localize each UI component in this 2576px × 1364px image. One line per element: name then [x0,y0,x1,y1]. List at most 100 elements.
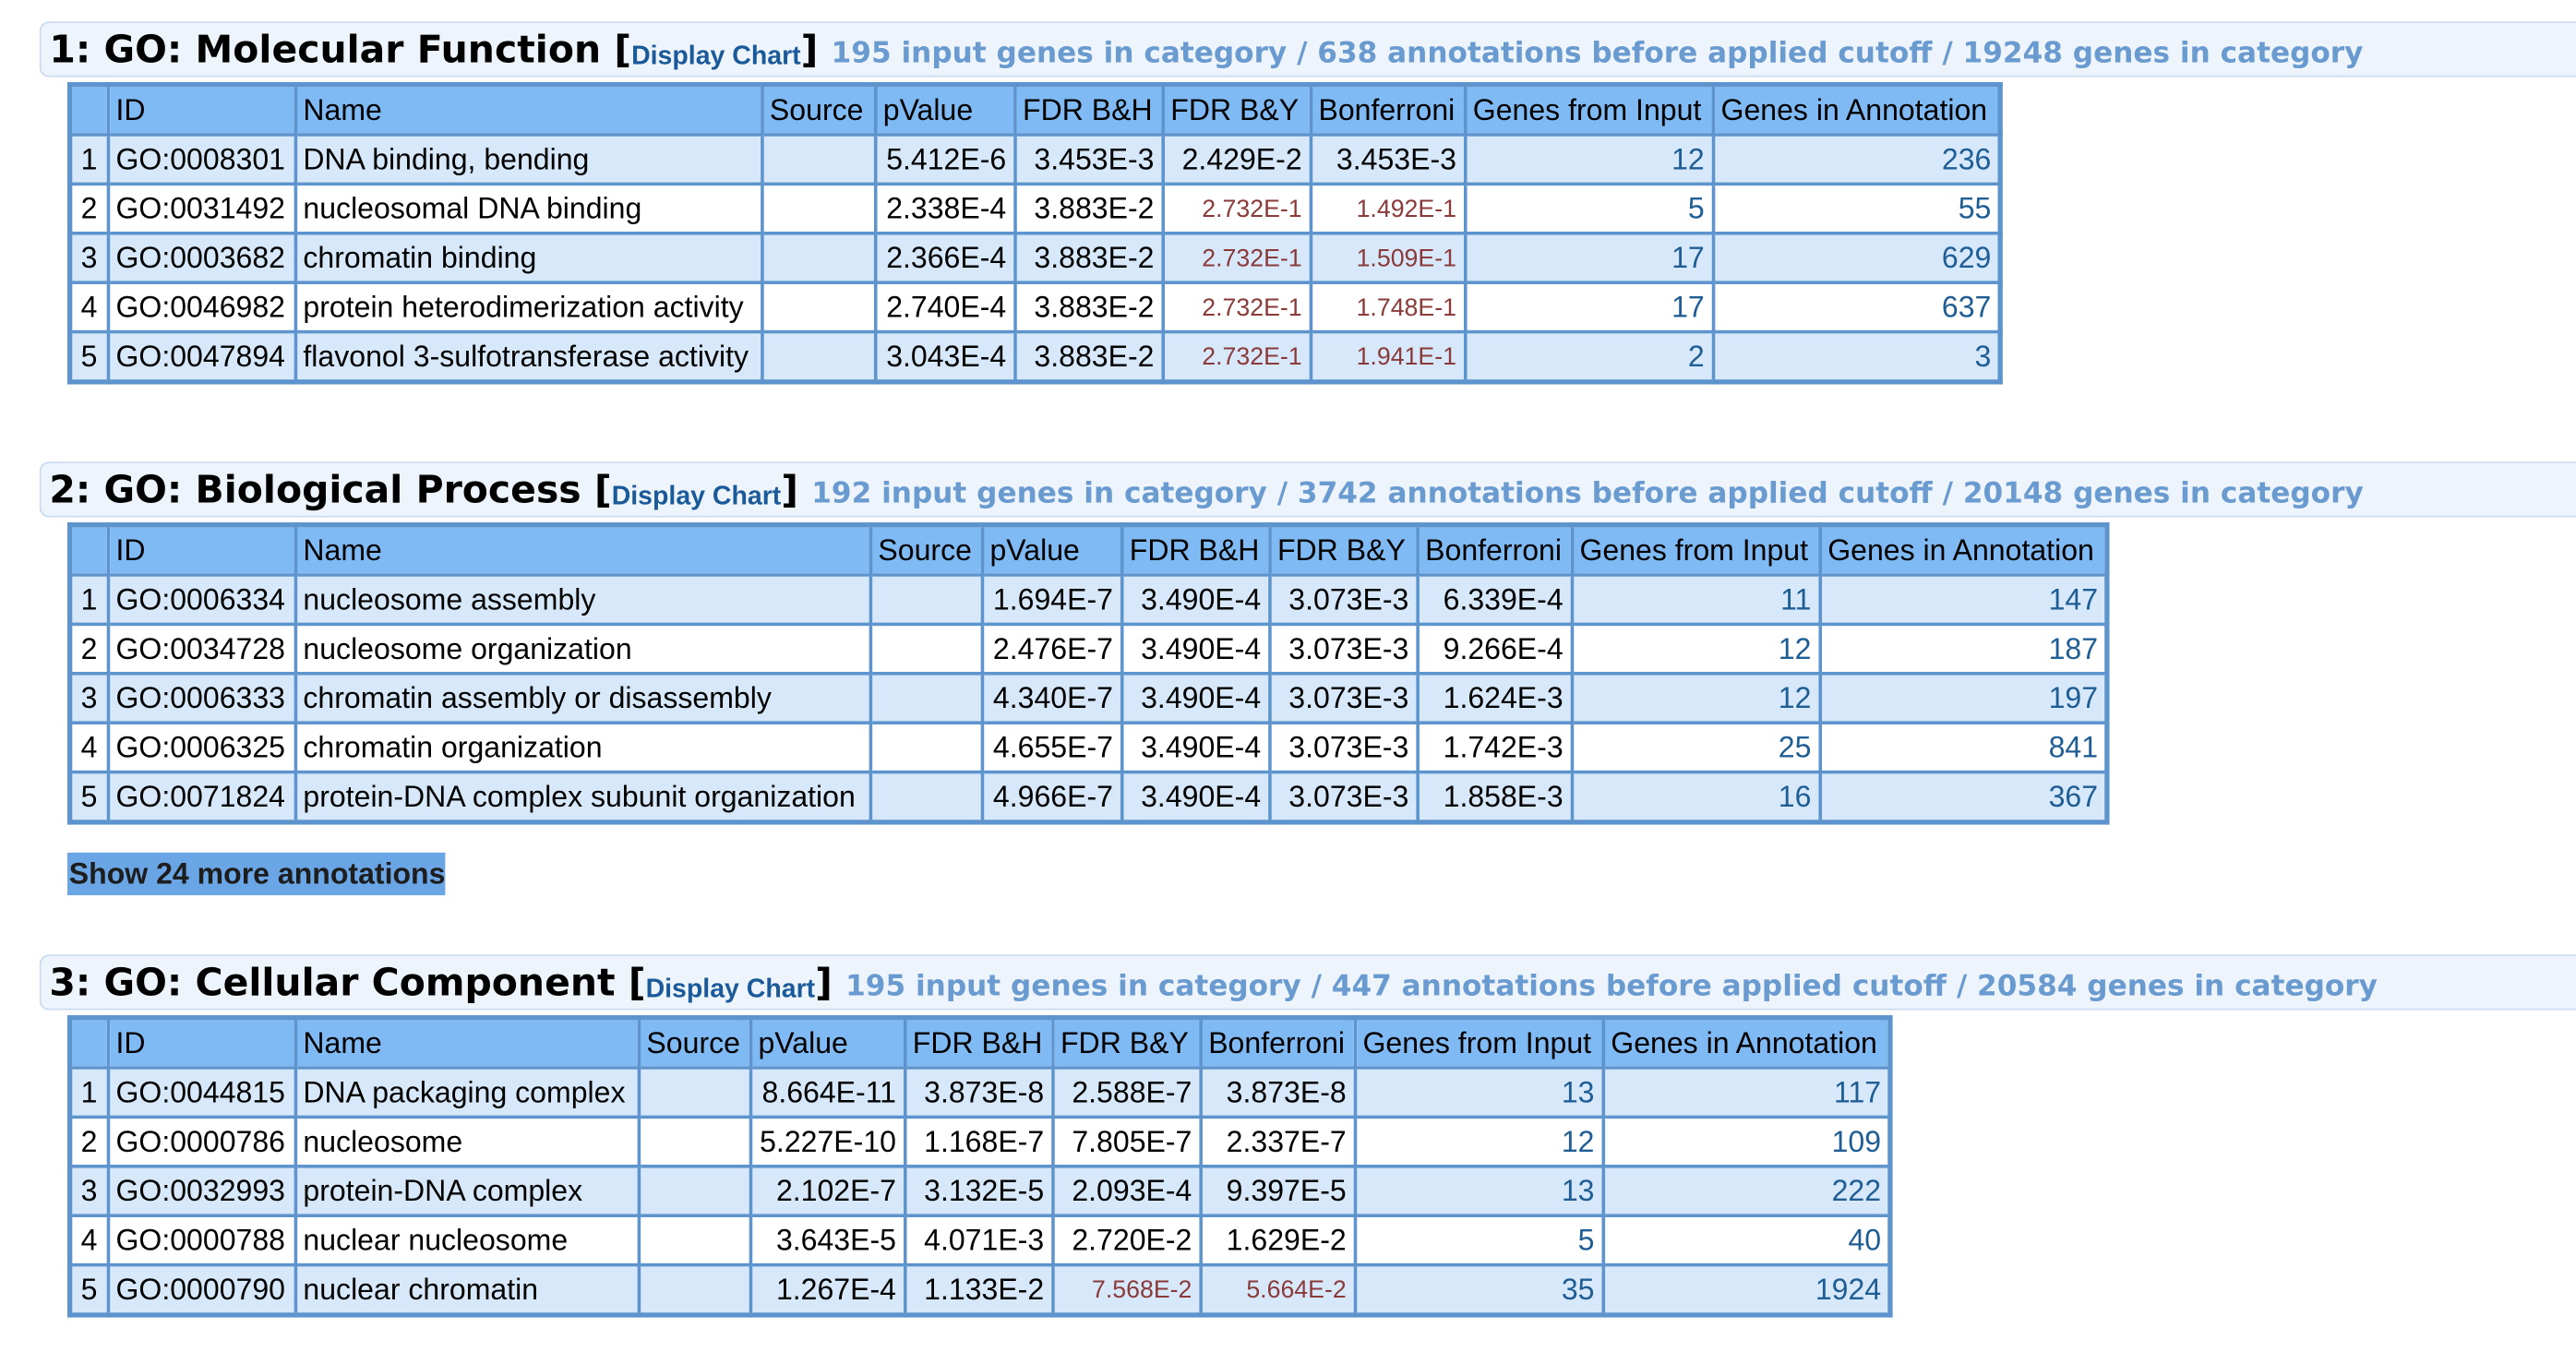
fdr-bh-cell: 1.133E-2 [903,1262,1054,1317]
bonferroni-cell: 1.941E-1 [1308,329,1467,384]
term-name: protein-DNA complex [293,1165,641,1217]
go-id-link[interactable]: GO:0046982 [105,281,297,334]
go-id-link[interactable]: GO:0000788 [105,1214,297,1267]
col-header-genes-from-input[interactable]: Genes from Input [1569,522,1822,577]
genes-in-annotation-link[interactable]: 841 [1817,721,2109,774]
genes-in-annotation-link[interactable]: 117 [1600,1066,1892,1119]
col-header-name[interactable]: Name [293,522,872,577]
go-id-link[interactable]: GO:0047894 [105,329,297,384]
category-header: 1: GO: Molecular Function [Display Chart… [39,21,2576,78]
col-header-fdr-by[interactable]: FDR B&Y [1050,1015,1203,1070]
col-header-fdr-by[interactable]: FDR B&Y [1160,82,1312,137]
genes-in-annotation-link[interactable]: 109 [1600,1115,1892,1168]
genes-from-input-link[interactable]: 17 [1463,281,1715,334]
col-header-genes-from-input[interactable]: Genes from Input [1352,1015,1605,1070]
pvalue-cell: 3.043E-4 [873,329,1016,384]
go-id-link[interactable]: GO:0032993 [105,1165,297,1217]
col-header-source[interactable]: Source [868,522,984,577]
col-header-name[interactable]: Name [293,82,763,137]
col-header-id[interactable]: ID [105,1015,297,1070]
genes-from-input-link[interactable]: 13 [1352,1165,1605,1217]
genes-in-annotation-link[interactable]: 1924 [1600,1262,1892,1317]
col-header-genes-in-annotation[interactable]: Genes in Annotation [1600,1015,1892,1070]
genes-in-annotation-link[interactable]: 629 [1710,231,2002,284]
pvalue-cell: 1.267E-4 [748,1262,906,1317]
bonferroni-cell: 1.509E-1 [1308,231,1467,284]
genes-from-input-link[interactable]: 12 [1352,1115,1605,1168]
fdr-by-cell: 3.073E-3 [1267,721,1420,774]
source-cell [868,622,984,676]
genes-in-annotation-link[interactable]: 147 [1817,573,2109,627]
genes-from-input-link[interactable]: 13 [1352,1066,1605,1119]
display-chart-link[interactable]: Display Chart [645,975,816,1004]
row-number: 2 [67,1115,110,1168]
display-chart-link[interactable]: Display Chart [611,483,782,511]
display-chart-link[interactable]: Display Chart [631,42,801,71]
col-header-name[interactable]: Name [293,1015,641,1070]
genes-from-input-link[interactable]: 12 [1463,133,1715,186]
source-cell [636,1165,752,1217]
genes-in-annotation-link[interactable]: 637 [1710,281,2002,334]
genes-from-input-link[interactable]: 12 [1569,672,1822,724]
col-header-fdr-bh[interactable]: FDR B&H [1012,82,1165,137]
genes-from-input-link[interactable]: 17 [1463,231,1715,284]
genes-from-input-link[interactable]: 11 [1569,573,1822,627]
col-header-fdr-by[interactable]: FDR B&Y [1267,522,1420,577]
go-id-link[interactable]: GO:0044815 [105,1066,297,1119]
col-header-num [67,1015,110,1070]
fdr-by-cell: 2.093E-4 [1050,1165,1203,1217]
table-row: 1 GO:0006334 nucleosome assembly 1.694E-… [67,573,2109,627]
genes-in-annotation-link[interactable]: 187 [1817,622,2109,676]
genes-in-annotation-link[interactable]: 222 [1600,1165,1892,1217]
genes-in-annotation-link[interactable]: 197 [1817,672,2109,724]
genes-from-input-link[interactable]: 5 [1463,182,1715,235]
go-id-link[interactable]: GO:0006333 [105,672,297,724]
genes-from-input-link[interactable]: 5 [1352,1214,1605,1267]
col-header-genes-from-input[interactable]: Genes from Input [1463,82,1715,137]
go-id-link[interactable]: GO:0003682 [105,231,297,284]
col-header-bonferroni[interactable]: Bonferroni [1198,1015,1357,1070]
go-id-link[interactable]: GO:0008301 [105,133,297,186]
table-row: 2 GO:0000786 nucleosome 5.227E-10 1.168E… [67,1115,1892,1168]
go-id-link[interactable]: GO:0031492 [105,182,297,235]
col-header-fdr-bh[interactable]: FDR B&H [1120,522,1271,577]
genes-from-input-link[interactable]: 2 [1463,329,1715,384]
go-id-link[interactable]: GO:0000786 [105,1115,297,1168]
genes-in-annotation-link[interactable]: 236 [1710,133,2002,186]
go-id-link[interactable]: GO:0071824 [105,770,297,824]
genes-from-input-link[interactable]: 12 [1569,622,1822,676]
fdr-bh-cell: 3.883E-2 [1012,231,1165,284]
col-header-source[interactable]: Source [636,1015,752,1070]
fdr-bh-cell: 3.490E-4 [1120,721,1271,774]
show-more-annotations-button[interactable]: Show 24 more annotations [66,852,445,896]
genes-in-annotation-link[interactable]: 367 [1817,770,2109,824]
col-header-bonferroni[interactable]: Bonferroni [1415,522,1574,577]
category-header: 2: GO: Biological Process [Display Chart… [39,461,2576,518]
go-id-link[interactable]: GO:0006325 [105,721,297,774]
col-header-pvalue[interactable]: pValue [873,82,1016,137]
col-header-id[interactable]: ID [105,522,297,577]
col-header-genes-in-annotation[interactable]: Genes in Annotation [1817,522,2109,577]
source-cell [760,182,877,235]
term-name: protein heterodimerization activity [293,281,763,334]
col-header-pvalue[interactable]: pValue [748,1015,906,1070]
genes-from-input-link[interactable]: 16 [1569,770,1822,824]
genes-from-input-link[interactable]: 25 [1569,721,1822,774]
genes-in-annotation-link[interactable]: 55 [1710,182,2002,235]
genes-in-annotation-link[interactable]: 40 [1600,1214,1892,1267]
go-id-link[interactable]: GO:0000790 [105,1262,297,1317]
col-header-id[interactable]: ID [105,82,297,137]
genes-from-input-link[interactable]: 35 [1352,1262,1605,1317]
col-header-bonferroni[interactable]: Bonferroni [1308,82,1467,137]
go-id-link[interactable]: GO:0034728 [105,622,297,676]
col-header-fdr-bh[interactable]: FDR B&H [903,1015,1054,1070]
go-id-link[interactable]: GO:0006334 [105,573,297,627]
source-cell [868,770,984,824]
col-header-source[interactable]: Source [760,82,877,137]
col-header-pvalue[interactable]: pValue [979,522,1123,577]
table-row: 1 GO:0044815 DNA packaging complex 8.664… [67,1066,1892,1119]
genes-in-annotation-link[interactable]: 3 [1710,329,2002,384]
term-name: DNA packaging complex [293,1066,641,1119]
col-header-genes-in-annotation[interactable]: Genes in Annotation [1710,82,2002,137]
table-header-row: ID Name Source pValue FDR B&H FDR B&Y Bo… [67,82,2002,137]
